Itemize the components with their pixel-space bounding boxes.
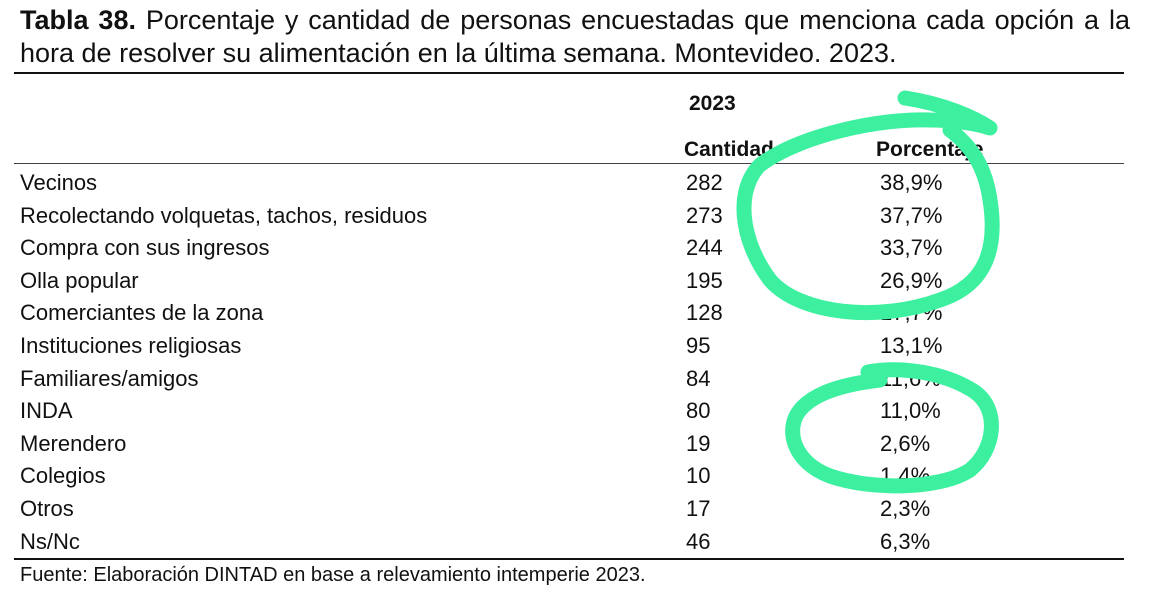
row-label: Instituciones religiosas	[20, 332, 242, 358]
row-count: 273	[686, 202, 723, 228]
year-header: 2023	[689, 92, 736, 115]
row-percent: 1,4%	[880, 463, 931, 489]
row-label: Otros	[20, 495, 74, 521]
table-row: Olla popular 195 26,9%	[0, 265, 1170, 298]
row-percent: 11,0%	[880, 398, 941, 424]
table-row: Instituciones religiosas 95 13,1%	[0, 330, 1170, 363]
table-row: Compra con sus ingresos 244 33,7%	[0, 232, 1170, 265]
row-count: 46	[686, 528, 711, 554]
table-body: Vecinos 282 38,9% Recolectando volquetas…	[0, 167, 1170, 558]
row-label: Ns/Nc	[20, 528, 80, 554]
table-row: Vecinos 282 38,9%	[0, 167, 1170, 200]
row-count: 17	[686, 495, 711, 521]
row-label: Familiares/amigos	[20, 365, 199, 391]
table-row: Ns/Nc 46 6,3%	[0, 526, 1170, 559]
row-label: Recolectando volquetas, tachos, residuos	[20, 202, 428, 228]
top-rule	[14, 72, 1124, 74]
row-label: Compra con sus ingresos	[20, 235, 270, 261]
row-count: 84	[686, 365, 711, 391]
row-percent: 38,9%	[880, 170, 943, 195]
row-percent: 6,3%	[880, 528, 931, 554]
row-count: 10	[686, 463, 711, 489]
row-label: Vecinos	[20, 170, 98, 195]
header-rule	[14, 163, 1124, 164]
table-title: Porcentaje y cantidad de personas encues…	[20, 5, 1130, 68]
row-count: 19	[686, 430, 711, 456]
row-percent: 2,3%	[880, 495, 931, 521]
table-row: INDA 80 11,0%	[0, 395, 1170, 428]
row-count: 128	[686, 300, 723, 326]
row-percent: 11,6%	[880, 365, 941, 391]
row-percent: 13,1%	[880, 332, 943, 358]
row-count: 282	[686, 170, 723, 195]
row-percent: 26,9%	[880, 267, 943, 293]
percent-column-header: Porcentaje	[876, 138, 984, 161]
row-count: 195	[686, 267, 723, 293]
table-row: Merendero 19 2,6%	[0, 428, 1170, 461]
row-percent: 2,6%	[880, 430, 931, 456]
row-label: Merendero	[20, 430, 127, 456]
row-label: Olla popular	[20, 267, 139, 293]
row-label: Colegios	[20, 463, 106, 489]
row-label: Comerciantes de la zona	[20, 300, 264, 326]
row-label: INDA	[20, 398, 73, 424]
table-row: Familiares/amigos 84 11,6%	[0, 363, 1170, 396]
count-column-header: Cantidad	[684, 138, 774, 161]
table-number: Tabla 38.	[20, 5, 136, 35]
table-row: Colegios 10 1,4%	[0, 460, 1170, 493]
bottom-rule	[14, 558, 1124, 560]
row-count: 80	[686, 398, 711, 424]
table-row: Otros 17 2,3%	[0, 493, 1170, 526]
row-percent: 17,7%	[880, 300, 943, 326]
table-row: Comerciantes de la zona 128 17,7%	[0, 297, 1170, 330]
row-percent: 37,7%	[880, 202, 943, 228]
table-caption: Tabla 38. Porcentaje y cantidad de perso…	[20, 4, 1130, 70]
table-source-note: Fuente: Elaboración DINTAD en base a rel…	[20, 564, 646, 586]
table-row: Recolectando volquetas, tachos, residuos…	[0, 200, 1170, 233]
row-count: 244	[686, 235, 723, 261]
row-percent: 33,7%	[880, 235, 943, 261]
row-count: 95	[686, 332, 711, 358]
